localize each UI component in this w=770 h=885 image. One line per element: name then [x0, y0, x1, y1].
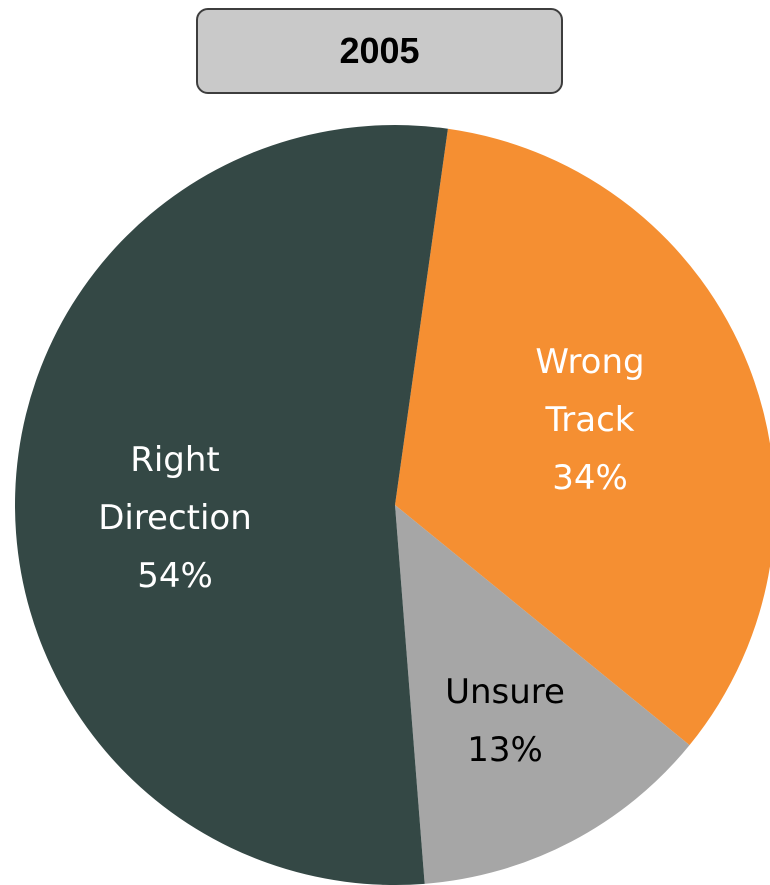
pie-slice: [395, 505, 690, 884]
chart-title: 2005: [196, 8, 563, 94]
slice-label: Wrong Track 34%: [495, 333, 685, 507]
pie-slice: [15, 125, 448, 885]
category-label: Unsure: [445, 672, 565, 712]
slice-label: Unsure 13%: [405, 663, 605, 779]
pie-slice: [395, 128, 770, 746]
value-label: 34%: [552, 458, 628, 498]
value-label: 54%: [137, 556, 213, 596]
slice-label: Right Direction 54%: [65, 431, 285, 605]
category-label: Right Direction: [98, 440, 252, 538]
category-label: Wrong Track: [535, 342, 645, 440]
value-label: 13%: [467, 730, 543, 770]
